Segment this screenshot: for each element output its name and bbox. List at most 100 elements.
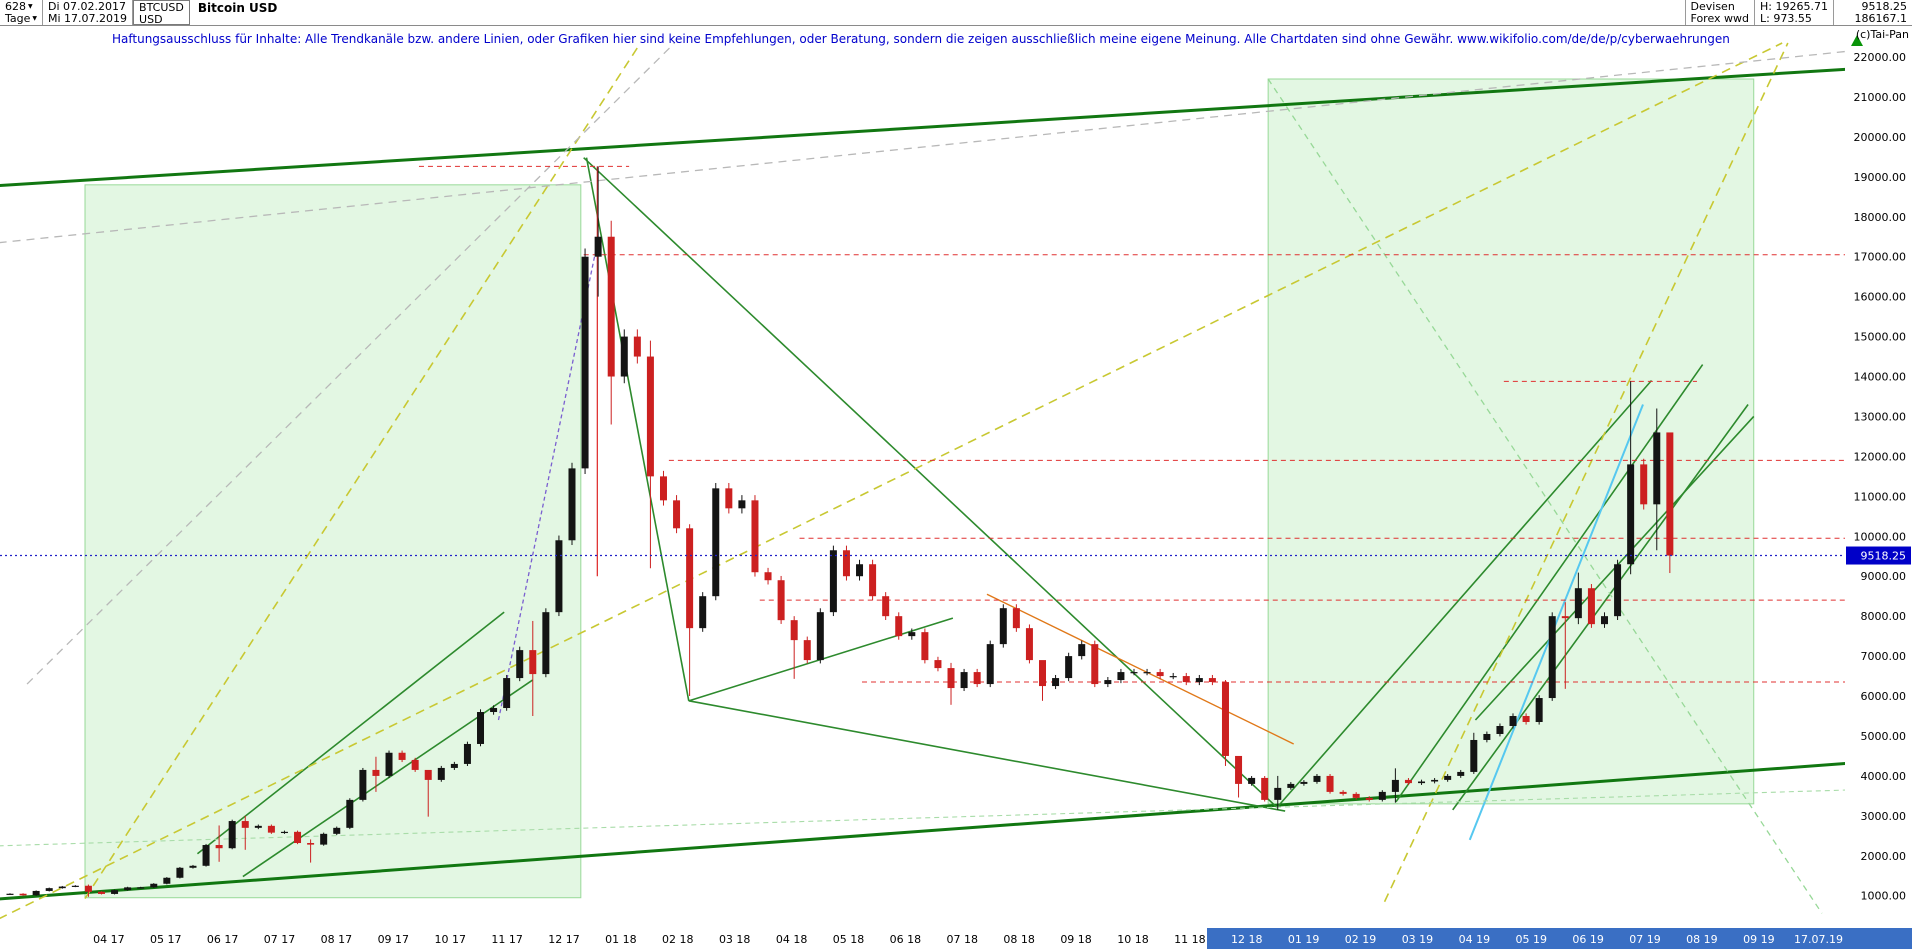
candle [1287, 783, 1295, 788]
trendline [0, 50, 1845, 244]
candle [1261, 777, 1269, 800]
candle [1130, 672, 1138, 674]
candle [1091, 644, 1099, 685]
candle [1065, 656, 1073, 679]
candle [398, 752, 406, 760]
bar-count-dropdown-icon[interactable]: ▼ [28, 3, 33, 10]
trendline [1468, 404, 1644, 841]
x-axis-label: 10 18 [1117, 933, 1149, 946]
candle [581, 256, 589, 469]
candle [816, 612, 824, 661]
period-high-label: H: 19265.71 [1760, 0, 1828, 13]
candle [1653, 432, 1661, 505]
candle [1601, 616, 1609, 625]
candle [1104, 680, 1112, 685]
x-axis-label: 11 18 [1174, 933, 1206, 946]
candle [372, 769, 380, 776]
candle [1444, 775, 1452, 780]
instrument-title: Bitcoin USD [197, 1, 278, 15]
candle [1587, 588, 1595, 625]
y-axis-label: 9000.00 [1861, 570, 1907, 583]
trendline [242, 679, 534, 878]
trendline [1395, 364, 1704, 803]
candle [1548, 616, 1556, 699]
candle [1470, 739, 1478, 772]
candle [150, 883, 158, 888]
candle [659, 476, 667, 501]
trendline [84, 42, 642, 899]
candle [6, 893, 14, 895]
trendline [1383, 42, 1789, 903]
candle [1352, 793, 1360, 798]
x-axis-label: 05 17 [150, 933, 182, 946]
candle [1431, 779, 1439, 782]
candle [607, 236, 615, 377]
candle [333, 827, 341, 834]
copyright-label: (c)Tai-Pan [1855, 28, 1909, 41]
candle [1195, 678, 1203, 683]
candle [463, 743, 471, 764]
y-axis-label: 16000.00 [1854, 291, 1907, 304]
candle [58, 886, 66, 889]
candle [960, 672, 968, 689]
candle [45, 888, 53, 891]
x-axis-label: 04 17 [93, 933, 125, 946]
candle [1025, 628, 1033, 661]
candle [385, 752, 393, 776]
candle [19, 893, 27, 896]
market-category: Devisen [1690, 0, 1735, 13]
candle [908, 632, 916, 637]
symbol-code: BTCUSD [139, 1, 184, 14]
x-axis-label: 04 19 [1459, 933, 1491, 946]
axis-up-arrow-icon [1851, 35, 1863, 46]
y-axis-label: 1000.00 [1861, 890, 1907, 903]
x-axis-label: 08 18 [1003, 933, 1035, 946]
candle [725, 488, 733, 509]
x-axis-label: 02 18 [662, 933, 694, 946]
candle [568, 468, 576, 541]
x-axis-label: 04 18 [776, 933, 808, 946]
x-axis-end-date-label: 17.07.19 [1794, 933, 1843, 946]
timeframe-select[interactable]: Tage [5, 12, 31, 25]
candle [542, 612, 550, 675]
y-axis-label: 15000.00 [1854, 331, 1907, 344]
trend-zone-box [1267, 78, 1755, 805]
y-axis-label: 7000.00 [1861, 650, 1907, 663]
candle [999, 608, 1007, 645]
candle [738, 500, 746, 509]
x-axis-label: 12 18 [1231, 933, 1263, 946]
y-axis-label: 8000.00 [1861, 610, 1907, 623]
candle [71, 885, 79, 887]
candle [751, 500, 759, 573]
y-axis-label: 3000.00 [1861, 810, 1907, 823]
candle [555, 540, 563, 613]
candle [1457, 771, 1465, 776]
x-axis-label: 09 19 [1743, 933, 1775, 946]
candle [842, 550, 850, 577]
range-end-date: Mi 17.07.2019 [48, 12, 128, 25]
candle [1300, 781, 1308, 784]
candle [1117, 672, 1125, 681]
candle [1182, 676, 1190, 683]
candle [1339, 791, 1347, 794]
y-axis-label: 19000.00 [1854, 171, 1907, 184]
x-axis-label: 02 19 [1345, 933, 1377, 946]
timeframe-dropdown-icon[interactable]: ▼ [32, 15, 38, 22]
candle [764, 572, 772, 581]
candle [516, 650, 524, 679]
candle [947, 668, 955, 689]
candle [673, 500, 681, 529]
trendline [26, 42, 676, 685]
x-axis-label: 03 19 [1402, 933, 1434, 946]
last-price-badge-value: 9518.25 [1861, 550, 1907, 563]
candle [1627, 464, 1635, 565]
y-axis-label: 12000.00 [1854, 450, 1907, 463]
candle [1078, 644, 1086, 657]
candle [986, 644, 994, 685]
candle [450, 763, 458, 768]
candle [829, 550, 837, 613]
y-axis-label: 5000.00 [1861, 730, 1907, 743]
y-axis-label: 13000.00 [1854, 410, 1907, 423]
symbol-currency: USD [139, 13, 163, 26]
